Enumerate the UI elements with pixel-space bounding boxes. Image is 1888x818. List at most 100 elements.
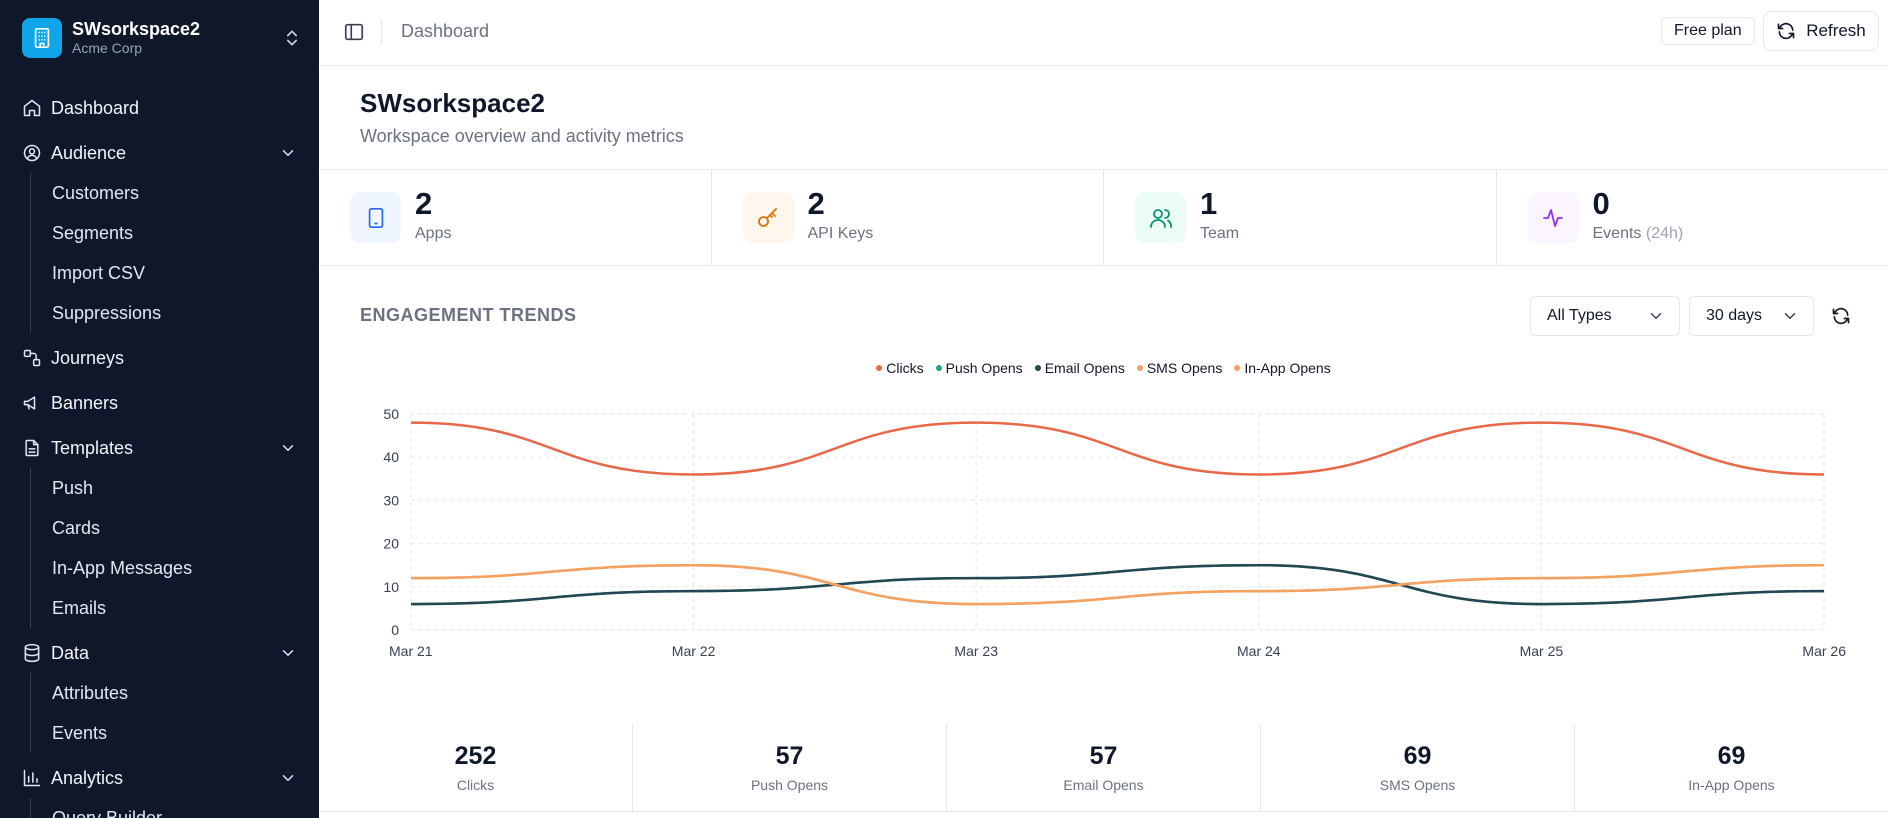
key-icon [742, 192, 794, 243]
nav-emails[interactable]: Emails [52, 597, 107, 618]
stat-value: 2 [807, 186, 825, 221]
chevron-down-icon[interactable] [279, 144, 297, 162]
workspace-switcher[interactable]: SWsorkspace2 Acme Corp [22, 18, 302, 58]
x-tick-label: Mar 21 [389, 643, 433, 659]
x-tick-label: Mar 25 [1520, 643, 1564, 659]
plan-badge[interactable]: Free plan [1661, 17, 1755, 45]
nav-audience[interactable]: Audience [0, 133, 319, 173]
x-tick-label: Mar 26 [1802, 643, 1846, 659]
total-label: Clicks [456, 777, 495, 793]
nav-data[interactable]: Data [0, 633, 319, 673]
stat-card-apps[interactable]: 2 Apps [319, 170, 712, 265]
legend-item[interactable]: Email Opens [1034, 360, 1125, 376]
page-subtitle: Workspace overview and activity metrics [360, 126, 684, 146]
x-tick-label: Mar 23 [954, 643, 998, 659]
legend-dot [1234, 365, 1241, 371]
audience-submenu: Customers Segments Import CSV Suppressio… [30, 173, 319, 333]
range-filter-select[interactable]: 30 days [1689, 296, 1814, 336]
route-icon [23, 349, 41, 367]
nav-push[interactable]: Push [52, 477, 94, 498]
chevron-down-icon[interactable] [279, 439, 297, 457]
nav-segments[interactable]: Segments [52, 222, 134, 243]
legend-label: Clicks [886, 360, 924, 376]
nav-dashboard[interactable]: Dashboard [0, 88, 319, 128]
chevron-down-icon [1784, 313, 1796, 319]
x-tick-label: Mar 22 [672, 643, 716, 659]
total-value: 69 [1403, 742, 1432, 770]
y-tick-label: 30 [383, 492, 399, 508]
tablet-icon [350, 192, 401, 243]
legend-dot [1136, 365, 1143, 371]
workspace-name: SWsorkspace2 [72, 19, 201, 39]
series-line [410, 421, 1825, 476]
legend-item[interactable]: In-App Opens [1234, 360, 1331, 376]
sidebar: SWsorkspace2 Acme Corp Dashboard Audienc… [0, 0, 319, 818]
building-icon [22, 18, 62, 58]
templates-submenu: Push Cards In-App Messages Emails [30, 468, 319, 628]
header-divider [319, 169, 1888, 170]
breadcrumb[interactable]: Dashboard [401, 21, 490, 41]
nav-attributes[interactable]: Attributes [52, 682, 129, 703]
nav-journeys[interactable]: Journeys [0, 338, 319, 378]
type-filter-select[interactable]: All Types [1530, 296, 1680, 336]
topbar: Dashboard Free plan Refresh [319, 0, 1888, 66]
stat-label: Team [1200, 225, 1240, 242]
legend-dot [1034, 365, 1041, 371]
totals-row: 252 Clicks 57 Push Opens 57 Email Opens … [319, 724, 1888, 812]
chevron-down-icon [1650, 313, 1662, 319]
nav-query-builder[interactable]: Query Builder [52, 807, 163, 818]
nav-events[interactable]: Events [52, 722, 108, 743]
analytics-submenu: Query Builder [30, 798, 319, 818]
nav-in-app-messages[interactable]: In-App Messages [52, 557, 193, 578]
total-push-opens: 57 Push Opens [633, 724, 947, 811]
users-icon [1135, 192, 1186, 243]
series-line [410, 563, 1825, 606]
total-label: Email Opens [1063, 777, 1144, 793]
nav-banners-label: Banners [51, 392, 119, 413]
chevron-down-icon[interactable] [279, 769, 297, 787]
total-value: 252 [454, 742, 497, 770]
engagement-title: ENGAGEMENT TRENDS [360, 305, 577, 325]
nav-banners[interactable]: Banners [0, 383, 319, 423]
type-filter-value: All Types [1547, 307, 1612, 324]
refresh-icon [1777, 22, 1795, 40]
nav-analytics[interactable]: Analytics [0, 758, 319, 798]
legend-item[interactable]: SMS Opens [1136, 360, 1223, 376]
stat-card-api-keys[interactable]: 2 API Keys [712, 170, 1104, 265]
chart-legend: Clicks Push Opens Email Opens SMS Opens In-A… [319, 360, 1888, 376]
stat-label: Events (24h) [1592, 225, 1684, 242]
topbar-divider [381, 20, 382, 44]
nav-templates-label: Templates [51, 437, 134, 458]
sidebar-toggle-icon[interactable] [343, 21, 365, 43]
workspace-org: Acme Corp [72, 40, 143, 56]
nav-templates[interactable]: Templates [0, 428, 319, 468]
nav-data-label: Data [51, 642, 90, 663]
database-icon [24, 643, 40, 663]
nav-audience-label: Audience [51, 142, 127, 163]
chart-refresh-icon[interactable] [1831, 306, 1851, 326]
total-value: 69 [1717, 742, 1746, 770]
legend-item[interactable]: Push Opens [935, 360, 1023, 376]
stat-label: Apps [415, 225, 452, 242]
stat-value: 1 [1200, 186, 1218, 221]
series-line [410, 563, 1825, 606]
legend-label: SMS Opens [1146, 360, 1223, 376]
user-circle-icon [23, 144, 41, 162]
y-tick-label: 20 [383, 536, 399, 552]
total-email-opens: 57 Email Opens [947, 724, 1261, 811]
legend-item[interactable]: Clicks [876, 360, 924, 376]
nav-import-csv[interactable]: Import CSV [52, 262, 146, 283]
nav-suppressions[interactable]: Suppressions [52, 302, 162, 323]
range-filter-value: 30 days [1706, 307, 1763, 324]
total-label: Push Opens [750, 777, 829, 793]
stat-suffix: (24h) [1645, 225, 1684, 242]
chevron-down-icon[interactable] [279, 644, 297, 662]
legend-dot [876, 365, 883, 371]
nav-analytics-label: Analytics [51, 767, 124, 788]
y-tick-label: 10 [383, 579, 399, 595]
refresh-button[interactable]: Refresh [1763, 11, 1879, 51]
nav-customers[interactable]: Customers [52, 182, 140, 203]
stat-card-events[interactable]: 0 Events (24h) [1497, 170, 1888, 265]
stat-card-team[interactable]: 1 Team [1104, 170, 1497, 265]
nav-cards[interactable]: Cards [52, 517, 101, 538]
